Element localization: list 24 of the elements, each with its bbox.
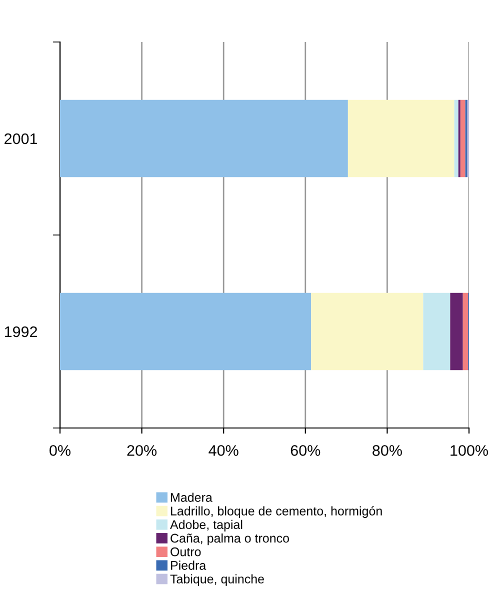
x-tick-label: 60% (290, 445, 320, 456)
bar (450, 292, 463, 370)
bar (60, 100, 348, 178)
y-tick-label: 1992 (4, 326, 38, 338)
legend-label: Outro (170, 547, 201, 556)
legend-label: Tabique, quinche (170, 574, 264, 586)
x-tick-label: 80% (372, 445, 402, 456)
legend-label: Caña, palma o tronco (170, 533, 289, 546)
y-tick-label: 2001 (4, 133, 38, 144)
legend-label: Adobe, tapial (170, 520, 242, 532)
bar (60, 292, 312, 370)
bar (348, 100, 454, 178)
legend-label: Piedra (171, 560, 206, 570)
bar (462, 292, 468, 370)
x-tick-label: 0% (50, 445, 70, 456)
bar (454, 100, 458, 178)
bar (460, 100, 466, 178)
x-tick-label: 100% (450, 445, 488, 456)
legend-label: Madera (171, 492, 212, 502)
x-tick-label: 40% (208, 445, 238, 456)
bar (423, 292, 450, 370)
legend-label: Ladrillo, bloque de cemento, hormigón (171, 506, 382, 518)
bar (311, 292, 424, 370)
x-tick-label: 20% (127, 445, 157, 456)
